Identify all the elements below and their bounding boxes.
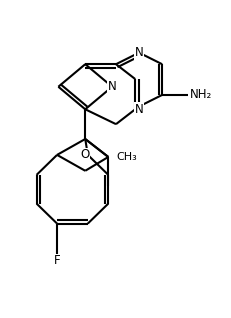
Text: N: N: [107, 80, 116, 93]
Text: NH₂: NH₂: [189, 88, 212, 101]
Text: N: N: [134, 46, 143, 59]
Text: CH₃: CH₃: [116, 152, 136, 162]
Text: F: F: [54, 254, 60, 267]
Text: N: N: [134, 103, 143, 116]
Text: O: O: [80, 149, 89, 162]
